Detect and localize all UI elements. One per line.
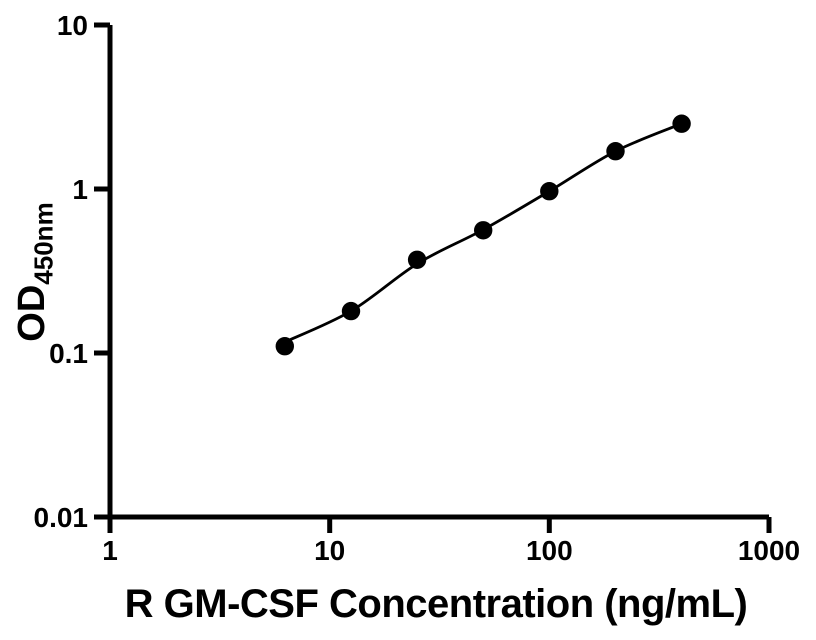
y-axis-title: OD450nm [11,202,59,342]
data-point [474,221,493,240]
data-point [407,250,427,269]
data-point [672,114,691,133]
x-axis-tick-label: 10 [314,535,345,566]
x-axis-tick-label: 1000 [738,535,800,566]
y-axis-tick-label: 1 [72,174,88,205]
y-axis-tick-label: 10 [57,10,88,41]
x-axis-tick-label: 1 [102,535,118,566]
data-point [341,301,361,321]
y-axis-tick-label: 0.1 [49,338,88,369]
y-axis-tick-label: 0.01 [34,502,89,533]
x-axis-tick-label: 100 [526,535,573,566]
y-axis-title-subscript: 450nm [28,202,59,285]
data-point [606,142,625,161]
x-axis-title: R GM-CSF Concentration (ng/mL) [124,582,748,626]
y-axis-title-main: OD [11,284,53,342]
data-point [540,182,559,201]
data-point [275,337,294,356]
